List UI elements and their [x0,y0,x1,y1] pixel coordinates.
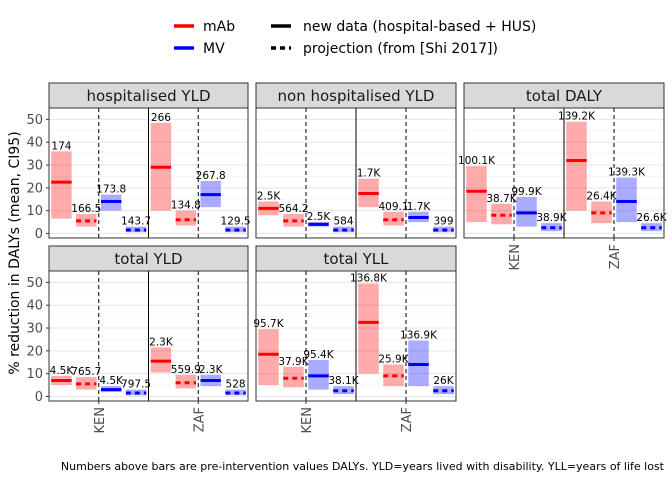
panel-border [48,270,249,402]
x-tick-label: KEN [300,407,315,433]
facet-panel: total YLD010203040504.5K765.74.5K797.52.… [26,245,249,433]
bar-value-label: 1.7K [407,201,432,213]
bar-value-label: 95.7K [253,318,284,330]
facet-panel: hospitalised YLD 0 10 20 30 40 50 174 166.5 173.8… [26,82,251,242]
y-tick-label: 40 [26,299,43,314]
bar-value-label: 25.9K [378,354,409,366]
panel-border [48,107,249,239]
panel-border [463,107,665,239]
bar-value-label: 38.7K [486,193,517,205]
bar-value-label: 26.6K [636,212,667,224]
bar-value-label: 139.3K [608,167,646,179]
x-tick-label: KEN [508,244,523,270]
facet-strip [48,245,249,272]
x-tick-label: ZAF [400,407,415,432]
bar-value-label: 139.2K [558,111,596,123]
bar-value-label: 266 [151,112,171,124]
bar-value-label: 26.4K [586,191,617,203]
bar-value-label: 173.8 [96,184,126,196]
x-tick-label: ZAF [192,407,207,432]
bar-value-label: 409.1 [378,201,408,213]
bar-value-label: 564.2 [278,203,308,215]
y-tick-label: 40 [26,136,43,151]
bar-value-label: 136.9K [400,330,438,342]
ci-bar [566,121,587,211]
ci-bar [358,283,379,374]
y-tick-label: 20 [26,181,43,196]
y-tick-label: 50 [26,113,43,128]
bar-value-label: 797.5 [121,379,151,391]
bar-value-label: 134.8 [171,200,201,212]
bar-value-label: 399 [433,216,453,228]
bar-value-label: 166.5 [71,203,101,215]
facet-strip [48,82,249,109]
bar-value-label: 26K [433,375,454,387]
legend-label-mv: MV [203,41,225,57]
bar-value-label: 4.5K [50,365,75,377]
bar-value-label: 174 [51,140,71,152]
bar-value-label: 528 [226,379,246,391]
facet-panels: hospitalised YLD 0 10 20 30 40 50 174 166.5 173.8… [26,82,668,433]
bar-value-label: 38.1K [328,375,359,387]
y-tick-label: 0 [35,390,43,405]
x-tick-label: ZAF [608,244,623,269]
y-tick-label: 0 [35,227,43,242]
bar-value-label: 2.5K [307,211,332,223]
ci-bar [175,210,197,226]
facet-title: non hospitalised YLD [278,87,435,105]
y-tick-label: 10 [26,367,43,382]
y-tick-label: 30 [26,322,43,337]
bar-value-label: 267.8 [196,170,226,182]
bar-value-label: 38.9K [536,212,567,224]
bar-value-label: 143.7 [121,216,151,228]
legend: mAb MV new data (hospital-based + HUS) p… [174,19,536,57]
bar-value-label: 559.9 [171,364,201,376]
ci-bar [466,166,487,223]
y-tick-label: 10 [26,204,43,219]
y-tick-label: 50 [26,276,43,291]
bar-value-label: 1.7K [357,168,382,180]
x-tick-label: KEN [93,407,108,433]
bar-value-label: 765.7 [71,366,101,378]
bar-value-label: 2.5K [257,191,282,203]
ci-bar [258,329,279,386]
legend-label-projection: projection (from [Shi 2017]) [303,41,498,57]
legend-label-new-data: new data (hospital-based + HUS) [303,19,536,35]
facet-title: total YLD [114,250,182,268]
ci-bar [51,151,72,219]
bar-value-label: 129.5 [221,216,251,228]
bar-value-label: 37.9K [278,356,309,368]
bar-value-label: 136.8K [350,273,388,285]
bar-value-label: 2.3K [199,364,224,376]
facet-strip [463,82,665,109]
bar-value-label: 584 [333,216,353,228]
facet-title: hospitalised YLD [87,87,211,105]
panel-border [255,270,457,402]
caption: Numbers above bars are pre-intervention … [61,460,665,473]
bar-value-label: 95.4K [303,349,334,361]
facet-title: total DALY [526,87,603,105]
panel-border [255,107,457,239]
y-axis-label: % reduction in DALYs (mean, CI95) [7,131,23,374]
bar-value-label: 99.9K [511,186,542,198]
bar-value-label: 4.5K [99,375,124,387]
facet-strip [255,82,457,109]
facet-strip [255,245,457,272]
bar-value-label: 100.1K [458,155,496,167]
legend-label-mab: mAb [203,19,235,35]
bar-value-label: 2.3K [149,336,174,348]
ci-bar [616,177,637,223]
facet-title: total YLL [324,250,390,268]
y-tick-label: 20 [26,344,43,359]
y-tick-label: 30 [26,159,43,174]
